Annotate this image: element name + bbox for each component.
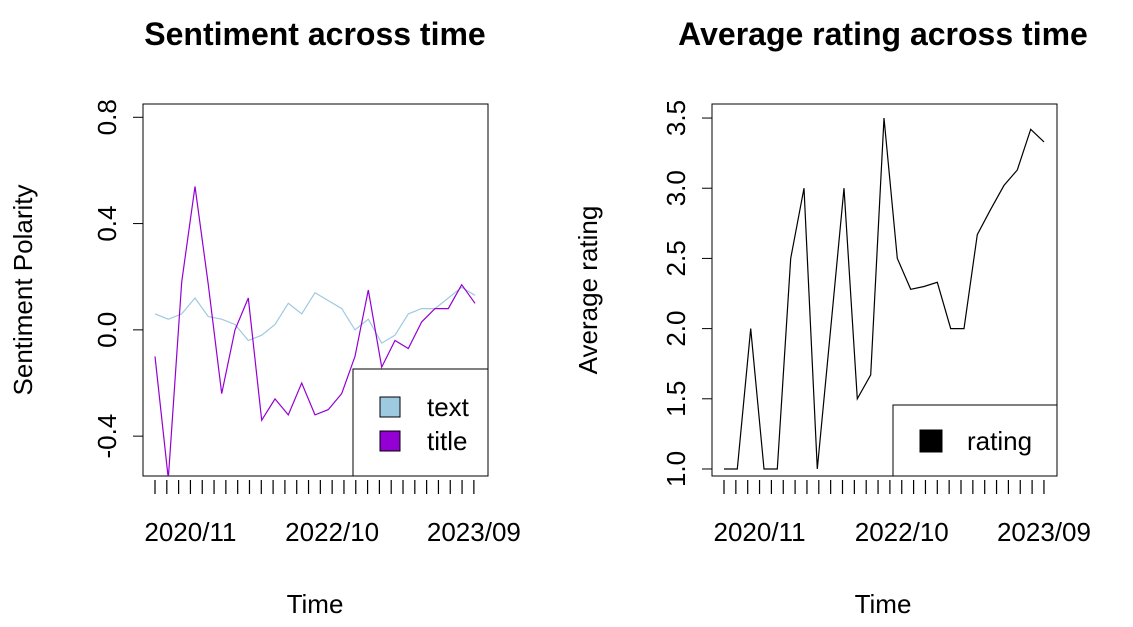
rating-legend-swatch-rating bbox=[919, 429, 943, 453]
rating-y-tick-label: 1.5 bbox=[661, 381, 691, 417]
rating-y-tick-label: 1.0 bbox=[661, 451, 691, 487]
sentiment-y-tick-label: 0.4 bbox=[92, 205, 122, 241]
sentiment-chart-title: Sentiment across time bbox=[144, 16, 485, 52]
sentiment-legend-swatch-text bbox=[379, 396, 401, 418]
rating-chart-panel: Average rating across time 1.0 1.5 2.0 2.5 3.… bbox=[573, 16, 1091, 619]
sentiment-legend-label-title: title bbox=[427, 426, 467, 456]
sentiment-x-tick-label: 2022/10 bbox=[285, 517, 379, 547]
rating-y-tick-label: 3.5 bbox=[661, 100, 691, 136]
sentiment-y-axis-label: Sentiment Polarity bbox=[8, 185, 38, 396]
sentiment-x-axis-label: Time bbox=[287, 589, 344, 619]
rating-x-tick-label: 2022/10 bbox=[855, 517, 949, 547]
sentiment-x-tick-label: 2023/09 bbox=[427, 517, 521, 547]
rating-x-tick-label: 2023/09 bbox=[997, 517, 1091, 547]
sentiment-y-tick-label: 0.0 bbox=[92, 312, 122, 348]
sentiment-y-tick-label: -0.4 bbox=[92, 414, 122, 459]
sentiment-x-tick-label: 2020/11 bbox=[144, 517, 236, 547]
sentiment-chart-panel: Sentiment across time -0.4 0.0 0.4 0.8 Sentim… bbox=[8, 16, 521, 619]
rating-x-tick-label: 2020/11 bbox=[714, 517, 806, 547]
sentiment-legend-label-text: text bbox=[427, 392, 470, 422]
rating-y-axis-label: Average rating bbox=[573, 206, 603, 375]
sentiment-y-tick-label: 0.8 bbox=[92, 99, 122, 135]
sentiment-series-title-line bbox=[154, 186, 476, 476]
sentiment-series-text-line bbox=[154, 286, 476, 344]
rating-legend-label-rating: rating bbox=[967, 426, 1032, 456]
rating-series-rating-line bbox=[724, 117, 1045, 470]
rating-x-axis-label: Time bbox=[855, 589, 912, 619]
rating-y-tick-label: 2.5 bbox=[661, 240, 691, 276]
rating-y-tick-label: 3.0 bbox=[661, 170, 691, 206]
rating-y-tick-label: 2.0 bbox=[661, 311, 691, 347]
rating-chart-title: Average rating across time bbox=[678, 16, 1088, 52]
sentiment-legend-box bbox=[352, 368, 489, 477]
sentiment-legend-swatch-title bbox=[379, 430, 401, 452]
